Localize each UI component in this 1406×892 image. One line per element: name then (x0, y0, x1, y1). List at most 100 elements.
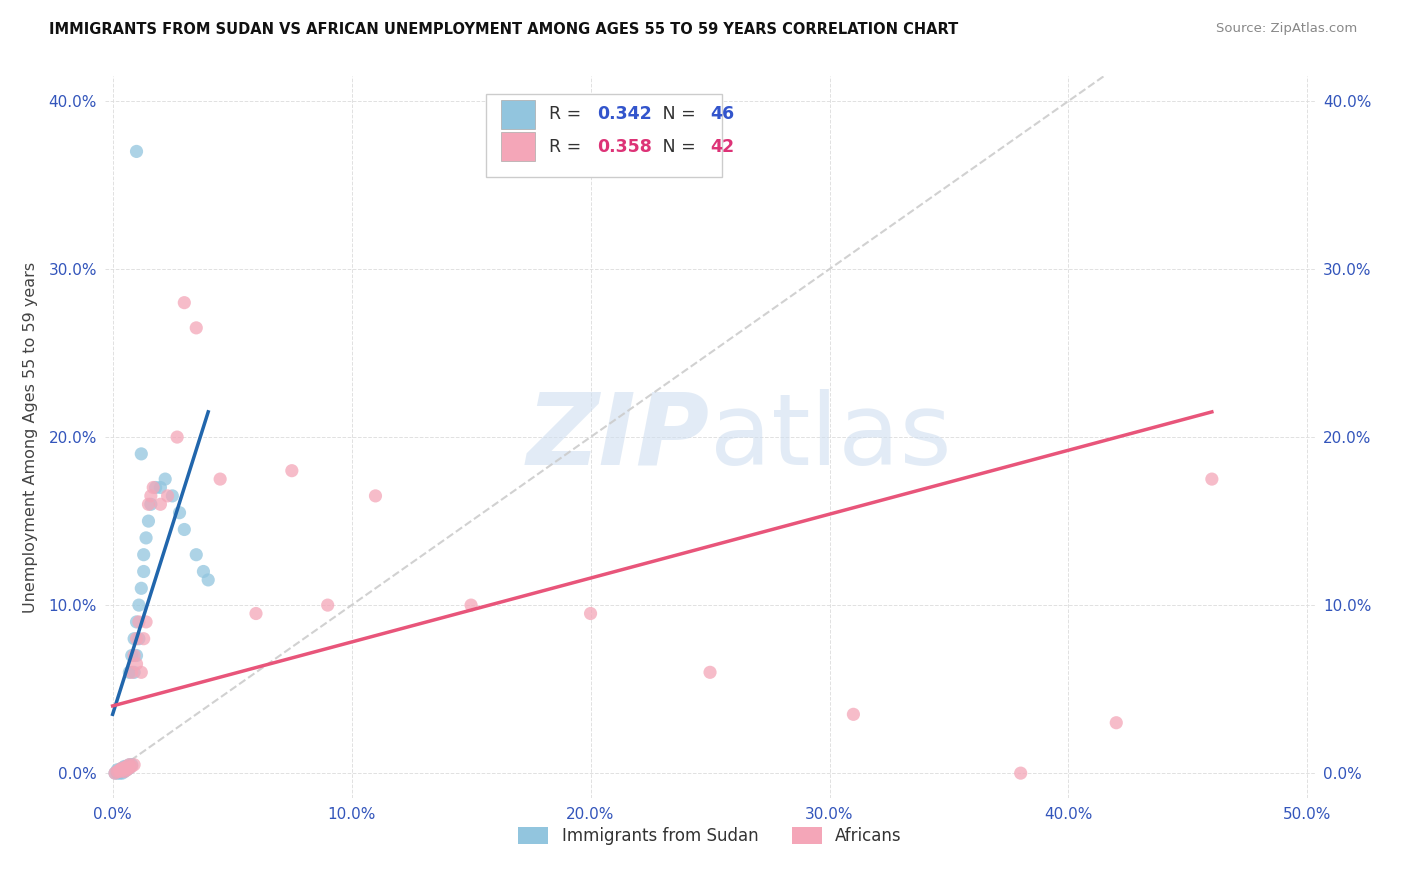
Point (1010, 766, 1032, 780)
Point (149, 481, 172, 495)
Text: N =: N = (645, 105, 702, 123)
Point (1201, 472, 1223, 486)
Text: N =: N = (645, 137, 702, 155)
Point (114, 763, 136, 777)
Point (156, 489, 179, 503)
Point (166, 430, 188, 444)
Point (108, 763, 131, 777)
Point (121, 665, 143, 680)
Point (125, 145, 148, 159)
Point (125, 632, 148, 646)
Point (105, 764, 128, 779)
Point (114, 761, 136, 775)
Point (139, 489, 162, 503)
Point (209, 472, 232, 486)
Point (114, 761, 136, 775)
Text: R =: R = (550, 137, 586, 155)
Point (142, 481, 165, 495)
Text: R =: R = (550, 105, 586, 123)
Point (118, 665, 141, 680)
Point (132, 565, 155, 579)
Point (281, 464, 304, 478)
Text: Source: ZipAtlas.com: Source: ZipAtlas.com (1216, 22, 1357, 36)
Text: ZIP: ZIP (527, 389, 710, 485)
Point (111, 766, 134, 780)
Point (104, 766, 127, 780)
Point (139, 497, 162, 511)
Point (121, 648, 143, 663)
Point (173, 523, 195, 537)
Text: 0.342: 0.342 (598, 105, 652, 123)
Point (186, 321, 208, 335)
Point (114, 764, 136, 779)
Point (149, 497, 172, 511)
Text: 0.358: 0.358 (598, 137, 652, 155)
Point (122, 648, 145, 663)
Point (122, 665, 145, 680)
Point (153, 472, 176, 486)
Point (114, 759, 136, 773)
Point (111, 764, 134, 779)
Point (108, 764, 131, 779)
Point (138, 514, 160, 528)
Point (118, 757, 141, 772)
Point (186, 548, 208, 562)
Text: 46: 46 (710, 105, 734, 123)
Point (842, 707, 865, 722)
FancyBboxPatch shape (501, 100, 534, 128)
Point (145, 481, 167, 495)
Point (114, 764, 136, 779)
FancyBboxPatch shape (501, 132, 534, 161)
Point (111, 763, 134, 777)
Point (108, 766, 131, 780)
Point (118, 761, 141, 775)
Point (128, 598, 150, 612)
Point (121, 759, 143, 773)
Point (135, 615, 157, 629)
Point (115, 763, 138, 777)
Point (169, 506, 191, 520)
Point (129, 665, 152, 680)
Point (125, 615, 148, 629)
Point (118, 757, 141, 772)
Point (104, 766, 127, 780)
Point (128, 615, 150, 629)
Y-axis label: Unemployment Among Ages 55 to 59 years: Unemployment Among Ages 55 to 59 years (22, 261, 38, 613)
Point (132, 632, 155, 646)
Point (129, 447, 152, 461)
Point (316, 598, 339, 612)
Point (129, 582, 152, 596)
Point (118, 761, 141, 775)
Point (197, 573, 219, 587)
Point (132, 548, 155, 562)
Point (699, 665, 721, 680)
Point (162, 489, 184, 503)
Point (135, 531, 157, 545)
Point (121, 757, 143, 772)
Point (111, 763, 134, 777)
Point (138, 497, 160, 511)
Point (111, 761, 134, 775)
Point (125, 657, 148, 671)
Point (128, 632, 150, 646)
Text: IMMIGRANTS FROM SUDAN VS AFRICAN UNEMPLOYMENT AMONG AGES 55 TO 59 YEARS CORRELAT: IMMIGRANTS FROM SUDAN VS AFRICAN UNEMPLO… (49, 22, 959, 37)
Point (1105, 715, 1128, 730)
Text: 42: 42 (710, 137, 734, 155)
Point (122, 632, 145, 646)
Point (364, 489, 387, 503)
Point (115, 759, 138, 773)
Point (105, 763, 128, 777)
Point (460, 598, 482, 612)
Text: atlas: atlas (710, 389, 952, 485)
Point (125, 648, 148, 663)
Point (245, 607, 267, 621)
Point (111, 761, 134, 775)
Point (115, 759, 138, 773)
Point (108, 763, 131, 777)
Point (108, 764, 131, 779)
Point (193, 565, 215, 579)
Point (122, 757, 145, 772)
Point (105, 764, 128, 779)
Point (579, 607, 602, 621)
FancyBboxPatch shape (486, 94, 723, 177)
